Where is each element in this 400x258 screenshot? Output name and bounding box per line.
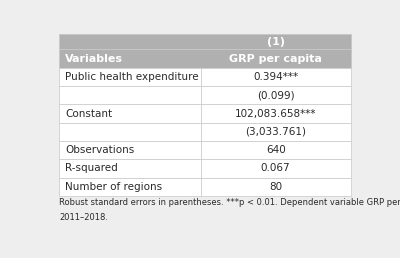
Bar: [201, 141, 351, 159]
Text: Constant: Constant: [65, 109, 112, 118]
Bar: [201, 178, 351, 196]
Text: Public health expenditure: Public health expenditure: [65, 72, 198, 82]
Text: (3,033.761): (3,033.761): [245, 127, 306, 137]
Bar: [201, 123, 351, 141]
Text: (0.099): (0.099): [257, 90, 294, 100]
Bar: [201, 159, 351, 178]
Text: Number of regions: Number of regions: [65, 182, 162, 192]
Bar: [201, 86, 351, 104]
Bar: [201, 68, 351, 86]
Text: 0.394***: 0.394***: [253, 72, 298, 82]
Bar: [59, 68, 201, 86]
Text: R-squared: R-squared: [65, 163, 118, 173]
Bar: [59, 50, 351, 68]
Bar: [59, 104, 201, 123]
Bar: [59, 34, 351, 50]
Text: (1): (1): [267, 37, 285, 47]
Bar: [201, 104, 351, 123]
Text: 102,083.658***: 102,083.658***: [235, 109, 316, 118]
Bar: [59, 86, 201, 104]
Text: 2011–2018.: 2011–2018.: [59, 213, 108, 222]
Text: Robust standard errors in parentheses. ***p < 0.01. Dependent variable GRP per c: Robust standard errors in parentheses. *…: [59, 198, 400, 207]
Text: 80: 80: [269, 182, 282, 192]
Bar: [59, 159, 201, 178]
Text: Variables: Variables: [65, 54, 123, 64]
Bar: [59, 178, 201, 196]
Bar: [59, 123, 201, 141]
Bar: [59, 141, 201, 159]
Text: 640: 640: [266, 145, 286, 155]
Text: 0.067: 0.067: [261, 163, 290, 173]
Text: Observations: Observations: [65, 145, 134, 155]
Text: GRP per capita: GRP per capita: [229, 54, 322, 64]
